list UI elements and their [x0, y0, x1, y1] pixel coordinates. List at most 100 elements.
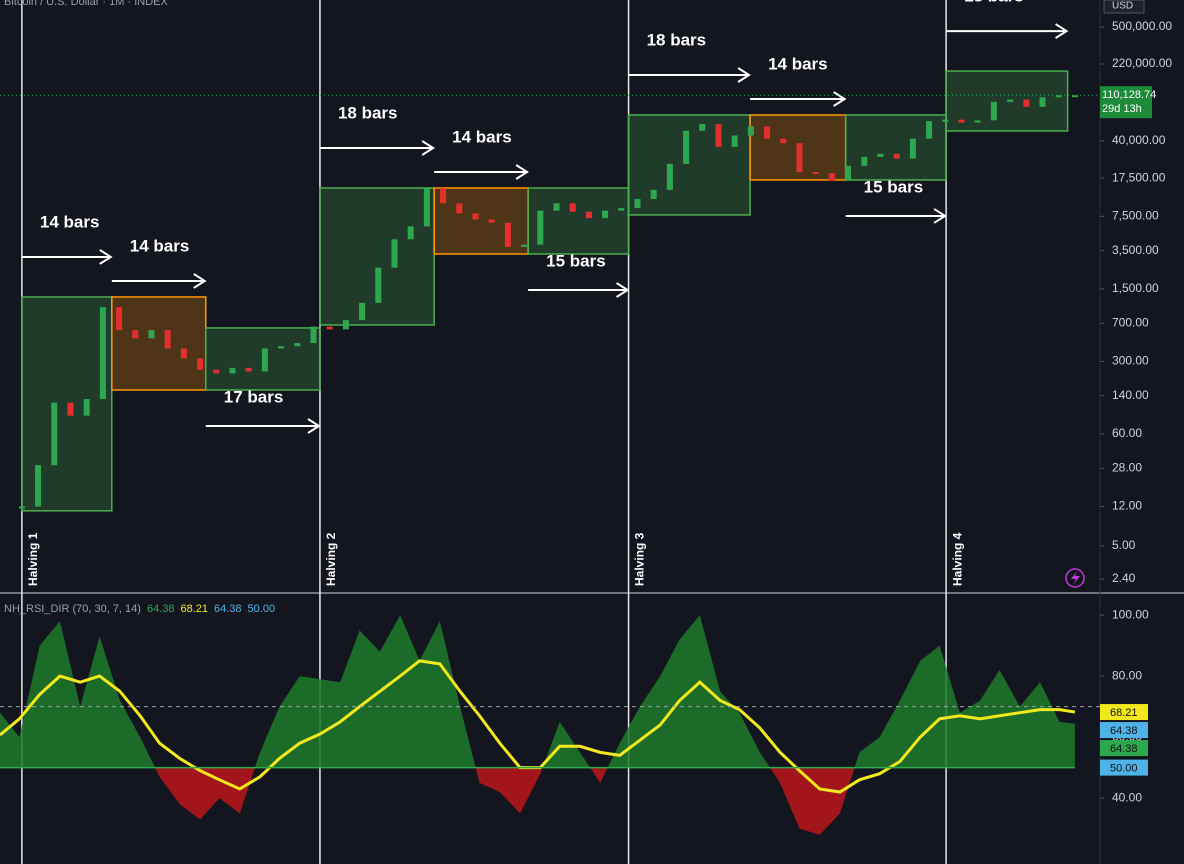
candle — [326, 326, 333, 330]
countdown: 29d 13h — [1102, 103, 1142, 115]
indicator-title: NH_RSI_DIR (70, 30, 7, 14) — [4, 603, 141, 615]
value-badge-label: 64.38 — [1110, 725, 1138, 737]
symbol: Bitcoin / U.S. Dollar · 1M · INDEX — [4, 0, 168, 8]
candle — [423, 188, 430, 227]
y-tick-label: 220,000.00 — [1112, 56, 1172, 70]
candle — [602, 210, 609, 219]
candle — [585, 211, 592, 219]
y-tick-label: 2.40 — [1112, 571, 1136, 585]
candle — [180, 348, 187, 359]
candle — [715, 124, 722, 147]
candle — [812, 172, 819, 175]
currency-box[interactable] — [1103, 0, 1145, 14]
value-badge — [1100, 759, 1148, 776]
arrow-head — [421, 140, 436, 156]
halving-label: Halving 4 — [950, 532, 964, 586]
candle — [893, 153, 900, 159]
last-price-badge — [1100, 86, 1152, 119]
range-box — [627, 114, 751, 216]
candle — [618, 208, 625, 211]
candle — [245, 367, 252, 372]
y-tick-label: 300.00 — [1112, 354, 1149, 368]
currency: USD — [1112, 1, 1133, 12]
candle — [828, 173, 835, 181]
y-tick-label: 700.00 — [1112, 315, 1149, 329]
candle — [634, 199, 641, 209]
halving-label: Halving 2 — [324, 532, 338, 586]
candle — [310, 326, 317, 344]
alert-icon[interactable] — [1065, 568, 1085, 588]
candle — [213, 369, 220, 374]
candle — [35, 465, 42, 507]
candle — [456, 203, 463, 214]
candle — [877, 153, 884, 157]
arrow-head — [933, 208, 947, 224]
legend-value: 64.38 — [214, 603, 242, 615]
arrow-head — [833, 91, 847, 107]
halving-label: Halving 1 — [26, 532, 40, 586]
value-badge-label: 64.38 — [1110, 743, 1138, 755]
candle — [553, 203, 560, 211]
indicator-legend: NH_RSI_DIR (70, 30, 7, 14) 64.38 68.21 64.3… — [4, 603, 287, 615]
bar-count-label: 15 bars — [864, 177, 924, 196]
candle — [861, 156, 868, 166]
candle — [116, 307, 123, 331]
arrow-head — [99, 249, 113, 265]
candle — [521, 244, 528, 247]
rsi-area-above — [0, 615, 1075, 768]
value-badge — [1100, 740, 1148, 757]
arrow-head — [737, 67, 751, 83]
candle — [132, 330, 139, 339]
symbol-header: Bitcoin / U.S. Dollar · 1M · INDEX — [4, 0, 174, 8]
candle — [197, 358, 204, 370]
bar-count-label: 14 bars — [452, 127, 512, 146]
value-badge — [1100, 704, 1148, 721]
legend-value: 68.21 — [180, 603, 209, 615]
candle — [148, 330, 155, 339]
y-tick-label: 500,000.00 — [1112, 19, 1172, 33]
y-tick-label: 80.00 — [1112, 668, 1142, 682]
candle — [683, 130, 690, 164]
candle — [764, 126, 771, 139]
candle — [18, 506, 25, 509]
y-tick-label: 5.00 — [1112, 538, 1136, 552]
halving-label: Halving 3 — [633, 532, 647, 586]
arrow-head — [515, 164, 529, 180]
candle — [1007, 99, 1014, 102]
candle — [51, 402, 58, 466]
range-box — [21, 296, 113, 512]
legend-value: 64.38 — [146, 603, 175, 615]
bar-count-label: 18 bars — [647, 30, 707, 49]
candle — [731, 135, 738, 147]
y-tick-label: 12.00 — [1112, 499, 1142, 513]
range-box — [433, 187, 529, 255]
y-tick-label: 140.00 — [1112, 388, 1149, 402]
range-box — [527, 187, 630, 255]
candle — [780, 138, 787, 144]
bar-count-label: 18 bars — [964, 0, 1024, 6]
bar-count-label: 17 bars — [224, 387, 284, 406]
candle — [1039, 97, 1046, 107]
candle — [1023, 99, 1030, 107]
candle — [294, 343, 301, 347]
rsi-area-below — [0, 767, 1075, 835]
candle — [845, 165, 852, 181]
y-tick-label: 60.00 — [1112, 426, 1142, 440]
candle — [359, 302, 366, 321]
candle — [278, 346, 285, 349]
y-tick-label: 1,500.00 — [1112, 281, 1159, 295]
range-box — [945, 70, 1069, 132]
candle — [504, 222, 511, 247]
y-tick-label: 40.00 — [1112, 790, 1142, 804]
candle — [83, 399, 90, 416]
legend-value: 50.00 — [247, 603, 276, 615]
candle — [342, 320, 349, 330]
candle — [974, 120, 981, 123]
candle — [164, 330, 171, 349]
alert-bolt — [1071, 571, 1080, 585]
arrow-head — [193, 273, 207, 289]
range-box — [319, 187, 435, 326]
bar-count-label: 14 bars — [40, 212, 100, 231]
